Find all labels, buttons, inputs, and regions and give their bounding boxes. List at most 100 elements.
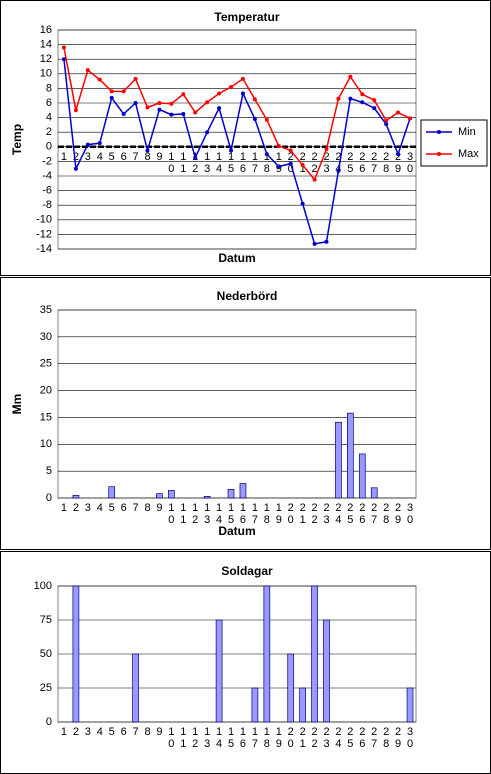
x-tick-label: 1 — [61, 726, 67, 738]
point — [217, 106, 222, 111]
x-tick-label: 8 — [144, 502, 150, 514]
x-tick-label: 6 — [121, 502, 127, 514]
point — [396, 110, 401, 115]
chart-title: Soldagar — [221, 564, 273, 578]
point — [336, 96, 341, 101]
point — [157, 107, 162, 112]
x-tick-label: 8 — [144, 726, 150, 738]
point — [193, 110, 198, 115]
point — [133, 101, 138, 105]
y-tick-label: -14 — [36, 243, 52, 255]
y-tick-label: 6 — [46, 97, 52, 109]
point — [384, 122, 389, 127]
x-axis-label: Datum — [218, 251, 255, 265]
x-tick-label: 1 — [61, 151, 67, 163]
legend-label: Min — [458, 126, 476, 138]
point — [348, 74, 353, 79]
bar — [299, 687, 306, 723]
point — [372, 106, 377, 111]
y-tick-label: 12 — [40, 53, 52, 65]
y-tick-label: 25 — [40, 682, 52, 694]
x-tick-label: 3 — [85, 502, 91, 514]
point — [324, 239, 329, 244]
bar — [370, 487, 378, 499]
point — [300, 201, 305, 206]
point — [133, 76, 138, 81]
bar — [358, 453, 366, 499]
bar — [311, 585, 318, 723]
point — [109, 95, 114, 100]
x-tick-label: 4 — [97, 151, 103, 163]
point — [240, 91, 245, 96]
point — [85, 142, 90, 147]
point — [384, 118, 389, 123]
x-tick-label: 9 — [156, 726, 162, 738]
point — [73, 108, 78, 113]
x-tick-label: 2 — [73, 502, 79, 514]
point — [300, 163, 305, 168]
point — [240, 76, 245, 81]
x-tick-label: 9 — [156, 151, 162, 163]
y-tick-label: 50 — [40, 648, 52, 660]
point — [312, 241, 317, 246]
point — [229, 84, 234, 89]
y-tick-label: 2 — [46, 126, 52, 138]
point — [324, 146, 329, 151]
point — [169, 101, 174, 106]
point — [121, 89, 126, 94]
y-tick-label: -12 — [36, 228, 52, 240]
bar — [156, 493, 163, 499]
point — [109, 89, 114, 94]
point — [264, 152, 269, 157]
point — [121, 111, 126, 116]
point — [205, 100, 210, 105]
y-tick-label: 30 — [40, 331, 52, 343]
point — [61, 45, 66, 50]
y-tick-label: 4 — [46, 112, 52, 124]
y-tick-label: 10 — [40, 68, 52, 80]
point — [336, 168, 341, 173]
y-tick-label: -2 — [42, 155, 52, 167]
x-tick-label: 7 — [133, 502, 139, 514]
x-tick-label: 5 — [109, 726, 115, 738]
y-tick-label: -10 — [36, 214, 52, 226]
x-tick-label: 2 — [73, 151, 79, 163]
point — [145, 148, 150, 153]
point — [85, 68, 90, 73]
y-axis-label: Mm — [10, 394, 24, 415]
point — [145, 105, 150, 110]
y-tick-label: 75 — [40, 614, 52, 626]
x-tick-label: 7 — [133, 726, 139, 738]
x-tick-label: 4 — [97, 502, 103, 514]
point — [229, 148, 234, 153]
bar — [323, 619, 330, 723]
bar — [263, 585, 271, 723]
y-tick-label: 8 — [46, 82, 52, 94]
